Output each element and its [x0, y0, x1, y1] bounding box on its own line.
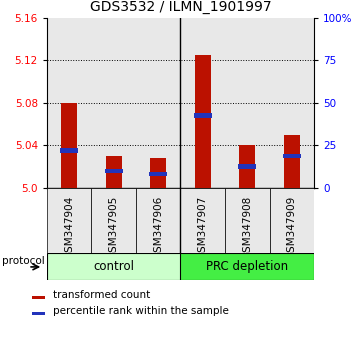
Bar [238, 164, 256, 169]
Text: protocol: protocol [3, 256, 45, 266]
Text: control: control [93, 260, 134, 273]
Bar [270, 18, 314, 188]
Bar [239, 145, 255, 188]
Text: GSM347907: GSM347907 [198, 195, 208, 259]
Bar [180, 18, 225, 188]
Title: GDS3532 / ILMN_1901997: GDS3532 / ILMN_1901997 [90, 0, 271, 14]
Bar [149, 172, 167, 176]
Text: GSM347909: GSM347909 [287, 195, 297, 259]
Bar [180, 188, 225, 253]
Bar [47, 18, 91, 188]
Text: PRC depletion: PRC depletion [206, 260, 288, 273]
Bar [180, 253, 314, 280]
Bar [32, 296, 44, 299]
Text: GSM347904: GSM347904 [64, 195, 74, 259]
Text: GSM347908: GSM347908 [242, 195, 252, 259]
Bar [225, 188, 270, 253]
Bar [91, 188, 136, 253]
Bar [151, 158, 166, 188]
Bar [195, 55, 210, 188]
Bar [136, 188, 180, 253]
Bar [47, 253, 180, 280]
Bar [136, 18, 180, 188]
Bar [47, 188, 91, 253]
Text: GSM347905: GSM347905 [109, 195, 119, 259]
Bar [283, 154, 301, 158]
Text: transformed count: transformed count [53, 290, 151, 300]
Text: GSM347906: GSM347906 [153, 195, 163, 259]
Bar [61, 103, 77, 188]
Bar [284, 135, 300, 188]
Bar [60, 148, 78, 153]
Bar [105, 169, 123, 173]
Bar [225, 18, 270, 188]
Text: percentile rank within the sample: percentile rank within the sample [53, 306, 229, 316]
Bar [106, 156, 122, 188]
Bar [194, 113, 212, 118]
Bar [32, 312, 44, 315]
Bar [91, 18, 136, 188]
Bar [270, 188, 314, 253]
